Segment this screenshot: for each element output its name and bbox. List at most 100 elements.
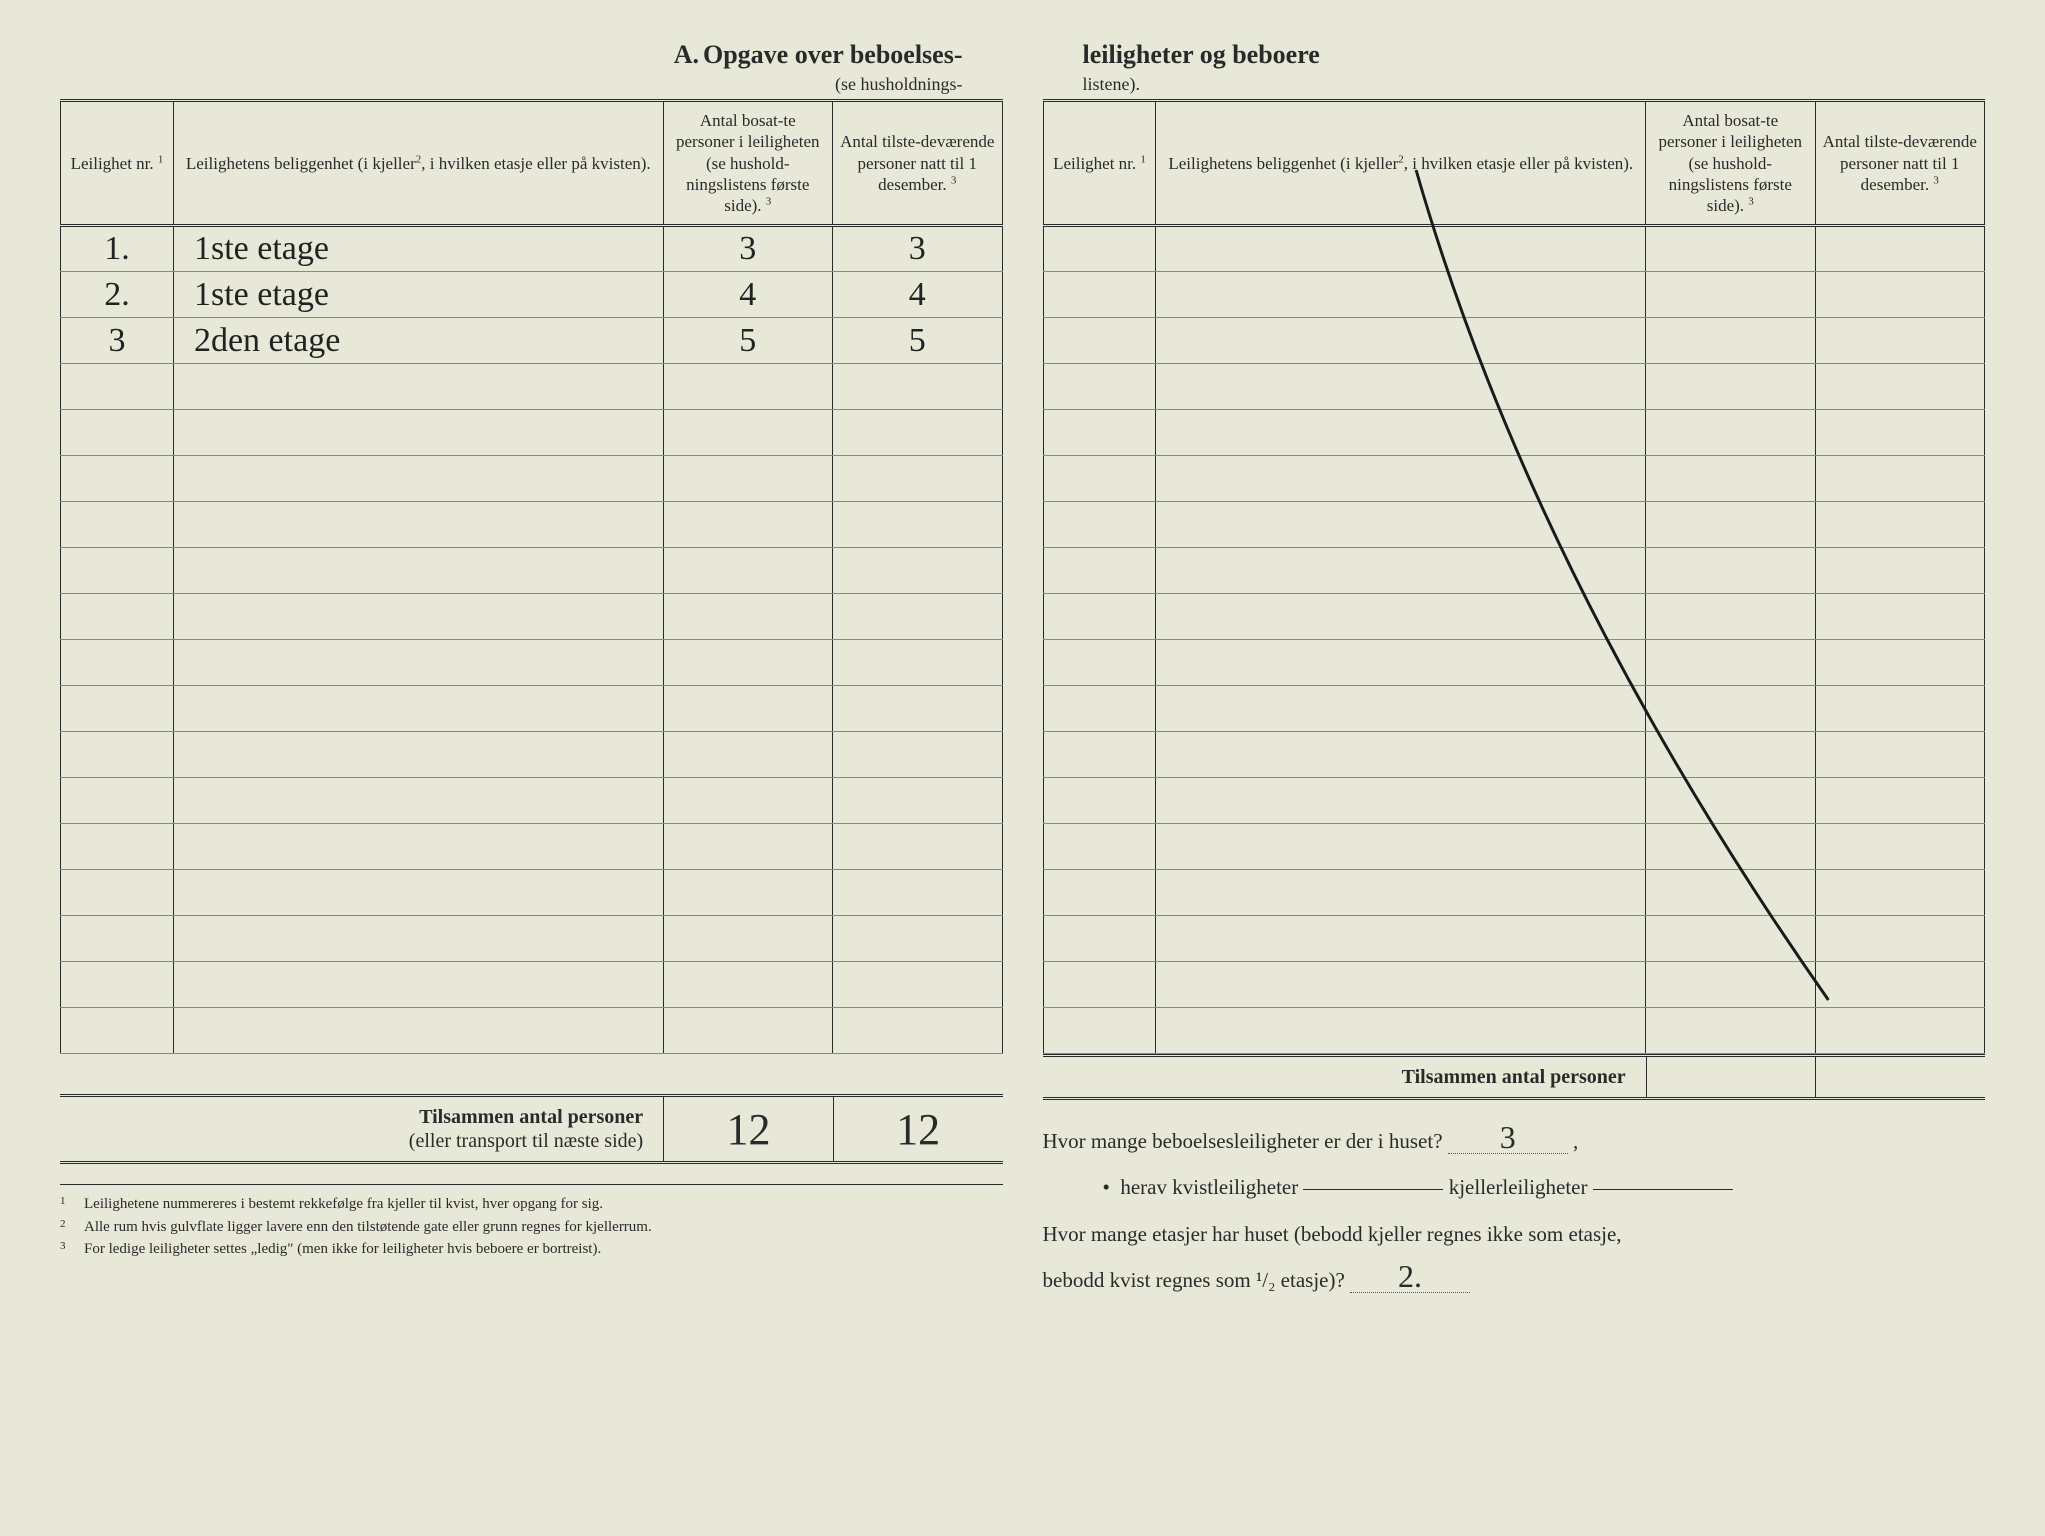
cell-c2 [833, 870, 1002, 916]
cell-nr [61, 824, 174, 870]
subtitle-left: (se husholdnings- [835, 74, 963, 94]
cell-nr [1043, 502, 1156, 548]
cell-nr [1043, 824, 1156, 870]
table-row [61, 640, 1003, 686]
col-nr-header-r: Leilighet nr. 1 [1043, 101, 1156, 226]
cell-c1 [663, 870, 832, 916]
cell-c2 [833, 916, 1002, 962]
table-row [61, 732, 1003, 778]
table-row [1043, 364, 1985, 410]
cell-c2: 4 [833, 272, 1002, 318]
right-totals-c2 [1815, 1057, 1985, 1097]
cell-nr [61, 502, 174, 548]
q2b-blank [1593, 1189, 1733, 1190]
table-row [61, 1008, 1003, 1054]
cell-c2: 3 [833, 226, 1002, 272]
footnote: 2Alle rum hvis gulvflate ligger lavere e… [60, 1216, 1003, 1239]
cell-c2 [833, 364, 1002, 410]
right-page: leiligheter og beboere listene). Leiligh… [1043, 40, 1986, 1496]
cell-loc: 1ste etage [173, 272, 663, 318]
cell-c2 [1815, 640, 1984, 686]
cell-c2 [1815, 962, 1984, 1008]
cell-c1: 5 [663, 318, 832, 364]
cell-nr [61, 456, 174, 502]
cell-c1 [663, 502, 832, 548]
cell-nr [1043, 548, 1156, 594]
cell-c2 [833, 1008, 1002, 1054]
q3-answer: 2. [1350, 1260, 1470, 1293]
cell-c1 [1646, 870, 1815, 916]
question-2: • herav kvistleiligheter kjellerleilighe… [1043, 1164, 1986, 1210]
cell-c1 [663, 1008, 832, 1054]
cell-loc [173, 640, 663, 686]
cell-c2 [833, 456, 1002, 502]
cell-nr [61, 1008, 174, 1054]
title-left: Opgave over beboelses- [703, 40, 963, 69]
totals-label: Tilsammen antal personer (eller transpor… [60, 1105, 663, 1153]
cell-c1 [1646, 502, 1815, 548]
col-count1-header-r: Antal bosat-te personer i leiligheten (s… [1646, 101, 1815, 226]
cell-nr [61, 594, 174, 640]
table-row [1043, 824, 1985, 870]
table-row [61, 686, 1003, 732]
cell-loc [1156, 870, 1646, 916]
cell-c2 [833, 548, 1002, 594]
table-row: 2.1ste etage44 [61, 272, 1003, 318]
cell-c2 [833, 502, 1002, 548]
cell-c1 [1646, 364, 1815, 410]
cell-loc [1156, 456, 1646, 502]
cell-loc [1156, 502, 1646, 548]
cell-nr [61, 732, 174, 778]
cell-c2 [1815, 548, 1984, 594]
cell-c1 [663, 410, 832, 456]
cell-nr [1043, 594, 1156, 640]
col-count2-header-r: Antal tilste-deværende personer natt til… [1815, 101, 1984, 226]
cell-c2 [1815, 870, 1984, 916]
cell-c1 [663, 916, 832, 962]
table-row [61, 548, 1003, 594]
table-row [1043, 318, 1985, 364]
cell-loc [173, 1008, 663, 1054]
cell-c2 [833, 640, 1002, 686]
cell-c1 [663, 778, 832, 824]
cell-nr [1043, 870, 1156, 916]
cell-c1 [663, 594, 832, 640]
section-letter: A. [674, 40, 699, 69]
cell-c1 [663, 732, 832, 778]
cell-nr [61, 364, 174, 410]
title-right-line: leiligheter og beboere [1043, 40, 1986, 70]
cell-c1: 3 [663, 226, 832, 272]
cell-loc [173, 364, 663, 410]
cell-c2 [1815, 778, 1984, 824]
cell-c1 [1646, 732, 1815, 778]
cell-loc [1156, 916, 1646, 962]
cell-loc [1156, 1008, 1646, 1054]
totals-c1: 12 [663, 1097, 833, 1161]
cell-c1 [1646, 456, 1815, 502]
cell-c2 [833, 824, 1002, 870]
cell-nr [1043, 1008, 1156, 1054]
cell-loc [1156, 318, 1646, 364]
cell-c2 [1815, 364, 1984, 410]
cell-c1 [1646, 226, 1815, 272]
cell-c2 [1815, 456, 1984, 502]
table-row [1043, 548, 1985, 594]
totals-c2: 12 [833, 1097, 1003, 1161]
table-row [61, 594, 1003, 640]
cell-c1 [663, 640, 832, 686]
table-row [61, 502, 1003, 548]
cell-c2 [1815, 502, 1984, 548]
questions: Hvor mange beboelsesleiligheter er der i… [1043, 1118, 1986, 1303]
cell-nr [1043, 318, 1156, 364]
cell-loc [1156, 226, 1646, 272]
cell-c2 [833, 594, 1002, 640]
table-row [1043, 640, 1985, 686]
left-table: Leilighet nr. 1 Leilighetens beliggenhet… [60, 99, 1003, 1054]
cell-nr [1043, 732, 1156, 778]
col-loc-header-r: Leilighetens beliggenhet (i kjeller2, i … [1156, 101, 1646, 226]
cell-nr [61, 686, 174, 732]
right-totals-c1 [1646, 1057, 1816, 1097]
cell-nr [1043, 686, 1156, 732]
cell-loc: 2den etage [173, 318, 663, 364]
cell-c2 [1815, 686, 1984, 732]
